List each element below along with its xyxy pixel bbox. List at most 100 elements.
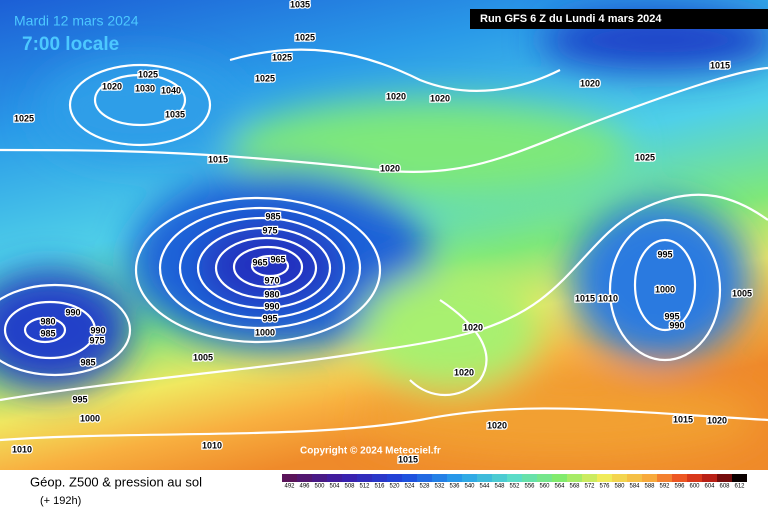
date-label: Mardi 12 mars 2024 <box>14 13 139 29</box>
isobar-label: 1020 <box>487 420 507 430</box>
isobar-label: 985 <box>80 357 95 367</box>
isobar-label: 995 <box>262 313 277 323</box>
legend-swatch <box>342 474 357 482</box>
legend-label: 536 <box>449 484 460 490</box>
isobar-label: 1040 <box>161 85 181 95</box>
legend-swatch <box>432 474 447 482</box>
color-legend: 492 496 500 504 508 512 516 520 524 528 532 536 540 5… <box>282 474 747 490</box>
isobar-label: 1020 <box>454 367 474 377</box>
legend-label: 504 <box>329 484 340 490</box>
isobar-label: 1010 <box>598 293 618 303</box>
legend-label: 560 <box>539 484 550 490</box>
legend-swatch <box>537 474 552 482</box>
legend-label: 512 <box>359 484 370 490</box>
run-label: Run GFS 6 Z du Lundi 4 mars 2024 <box>480 13 662 25</box>
isobar-label: 1020 <box>380 163 400 173</box>
isobar-label: 985 <box>40 328 55 338</box>
legend-swatch <box>672 474 687 482</box>
legend-label: 596 <box>674 484 685 490</box>
legend-label: 540 <box>464 484 475 490</box>
legend-swatch <box>582 474 597 482</box>
isobar-label: 990 <box>90 325 105 335</box>
isobar-label: 1015 <box>710 60 730 70</box>
isobar-label: 1025 <box>295 32 315 42</box>
isobar-label: 1020 <box>707 415 727 425</box>
legend-swatch <box>657 474 672 482</box>
legend-swatch <box>282 474 297 482</box>
legend-label: 496 <box>299 484 310 490</box>
legend-label: 608 <box>719 484 730 490</box>
legend-label: 508 <box>344 484 355 490</box>
legend-label: 568 <box>569 484 580 490</box>
legend-swatch <box>507 474 522 482</box>
legend-label: 492 <box>284 484 295 490</box>
legend-swatch <box>492 474 507 482</box>
isobar-label: 1015 <box>673 414 693 424</box>
isobar-label: 1025 <box>138 69 158 79</box>
isobar-label: 1015 <box>575 293 595 303</box>
legend-swatch <box>627 474 642 482</box>
legend-label: 532 <box>434 484 445 490</box>
isobar-label: 1025 <box>635 152 655 162</box>
isobar-label: 1005 <box>193 352 213 362</box>
isobar-label: 1005 <box>732 288 752 298</box>
legend-swatch <box>717 474 732 482</box>
legend-label: 588 <box>644 484 655 490</box>
isobar-label: 995 <box>72 394 87 404</box>
time-label: 7:00 locale <box>22 34 119 55</box>
legend-label: 548 <box>494 484 505 490</box>
isobar-label: 1015 <box>398 454 418 464</box>
isobar-label: 1000 <box>255 327 275 337</box>
legend-swatch <box>702 474 717 482</box>
legend-swatch <box>642 474 657 482</box>
legend-label: 520 <box>389 484 400 490</box>
isobar-label: 1020 <box>102 81 122 91</box>
legend-swatch <box>477 474 492 482</box>
legend-swatch <box>387 474 402 482</box>
isobar-label: 1020 <box>386 91 406 101</box>
legend-swatch <box>297 474 312 482</box>
legend-label: 556 <box>524 484 535 490</box>
legend-swatch <box>372 474 387 482</box>
isobar-label: 965 <box>270 254 285 264</box>
isobar-label: 1000 <box>655 284 675 294</box>
isobar-label: 1025 <box>14 113 34 123</box>
isobar-label: 1025 <box>255 73 275 83</box>
legend-label: 500 <box>314 484 325 490</box>
legend-label: 584 <box>629 484 640 490</box>
legend-label: 544 <box>479 484 490 490</box>
isobar-label: 990 <box>669 320 684 330</box>
legend-swatch <box>522 474 537 482</box>
legend-label: 600 <box>689 484 700 490</box>
legend-label: 552 <box>509 484 520 490</box>
isobar-label: 1015 <box>208 154 228 164</box>
legend-swatch <box>597 474 612 482</box>
isobars <box>0 48 768 442</box>
isobar-label: 980 <box>40 316 55 326</box>
isobar-label: 1020 <box>580 78 600 88</box>
isobar-label: 1025 <box>272 52 292 62</box>
legend-label: 564 <box>554 484 565 490</box>
legend-label: 580 <box>614 484 625 490</box>
copyright: Copyright © 2024 Meteociel.fr <box>300 446 441 457</box>
legend-swatch <box>732 474 747 482</box>
legend-swatch <box>327 474 342 482</box>
legend-label: 576 <box>599 484 610 490</box>
legend-label: 592 <box>659 484 670 490</box>
isobar-label: 995 <box>664 311 679 321</box>
legend-swatch <box>567 474 582 482</box>
run-box <box>470 9 768 29</box>
footer-title: Géop. Z500 & pression au sol <box>30 474 202 489</box>
footer-range: (+ 192h) <box>40 495 81 507</box>
isobar-label: 965 <box>252 257 267 267</box>
isobar-label: 990 <box>65 307 80 317</box>
legend-label: 572 <box>584 484 595 490</box>
isobar-label: 975 <box>89 335 104 345</box>
legend-swatch <box>447 474 462 482</box>
isobar-label: 975 <box>262 225 277 235</box>
legend-label: 528 <box>419 484 430 490</box>
isobar-label: 985 <box>265 211 280 221</box>
legend-swatch <box>687 474 702 482</box>
